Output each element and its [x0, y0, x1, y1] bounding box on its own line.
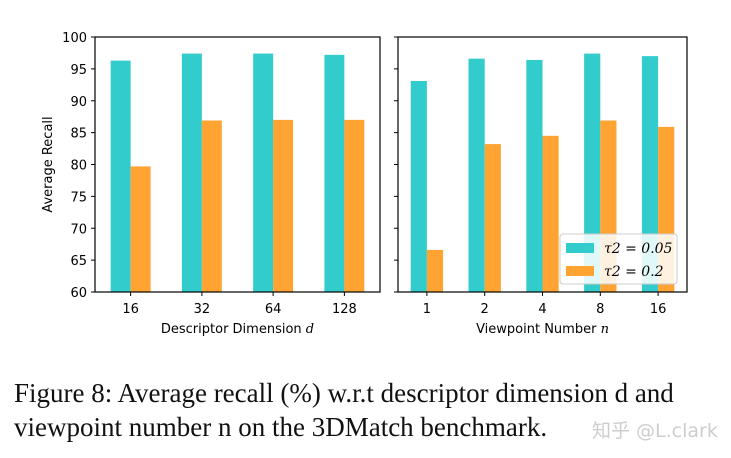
- x-tick-label: 1: [423, 302, 431, 317]
- bar-tau-02: [344, 119, 365, 292]
- legend-label: τ2 = 0.05: [604, 241, 673, 257]
- y-tick-label: 65: [70, 254, 87, 269]
- bar-tau-005: [181, 53, 202, 293]
- bar-tau-005: [641, 56, 659, 292]
- bar-tau-005: [410, 80, 427, 292]
- y-tick-label: 95: [70, 63, 87, 78]
- x-tick-label: 8: [596, 302, 604, 317]
- y-tick-label: 80: [70, 159, 87, 174]
- x-tick-label: 16: [650, 302, 667, 317]
- y-tick-label: 75: [70, 190, 87, 205]
- x-tick-label: 128: [332, 302, 357, 317]
- bar-tau-005: [468, 58, 485, 292]
- y-axis-label: Average Recall: [41, 116, 56, 212]
- bar-tau-02: [130, 166, 151, 292]
- x-tick-label: 32: [194, 302, 211, 317]
- y-tick-label: 100: [62, 31, 87, 46]
- bar-tau-02: [273, 119, 294, 292]
- bar-tau-005: [526, 59, 543, 293]
- x-tick-label: 64: [265, 302, 282, 317]
- watermark: 知乎 @L.clark: [592, 420, 718, 442]
- x-tick-label: 2: [481, 302, 489, 317]
- bar-tau-02: [542, 135, 559, 292]
- y-tick-label: 85: [70, 127, 87, 142]
- bar-tau-02: [201, 120, 222, 292]
- x-tick-label: 4: [538, 302, 546, 317]
- y-tick-label: 60: [70, 286, 87, 301]
- bar-tau-005: [324, 54, 345, 292]
- bar-tau-005: [253, 53, 274, 293]
- x-axis-label: Descriptor Dimension d: [161, 322, 314, 337]
- figure-caption: Figure 8: Average recall (%) w.r.t descr…: [14, 378, 674, 442]
- bar-tau-02: [426, 249, 444, 292]
- bar-tau-02: [484, 144, 501, 292]
- legend-swatch: [566, 266, 594, 276]
- legend-swatch: [566, 243, 594, 253]
- x-tick-label: 16: [122, 302, 139, 317]
- legend-label: τ2 = 0.2: [604, 264, 664, 280]
- axes-frame: [397, 36, 688, 293]
- x-axis-label: Viewpoint Number n: [476, 322, 609, 337]
- bar-tau-005: [110, 60, 131, 293]
- axes-frame: [94, 36, 381, 293]
- y-tick-label: 90: [70, 95, 87, 110]
- y-tick-label: 70: [70, 222, 87, 237]
- bar-tau-005: [584, 53, 601, 293]
